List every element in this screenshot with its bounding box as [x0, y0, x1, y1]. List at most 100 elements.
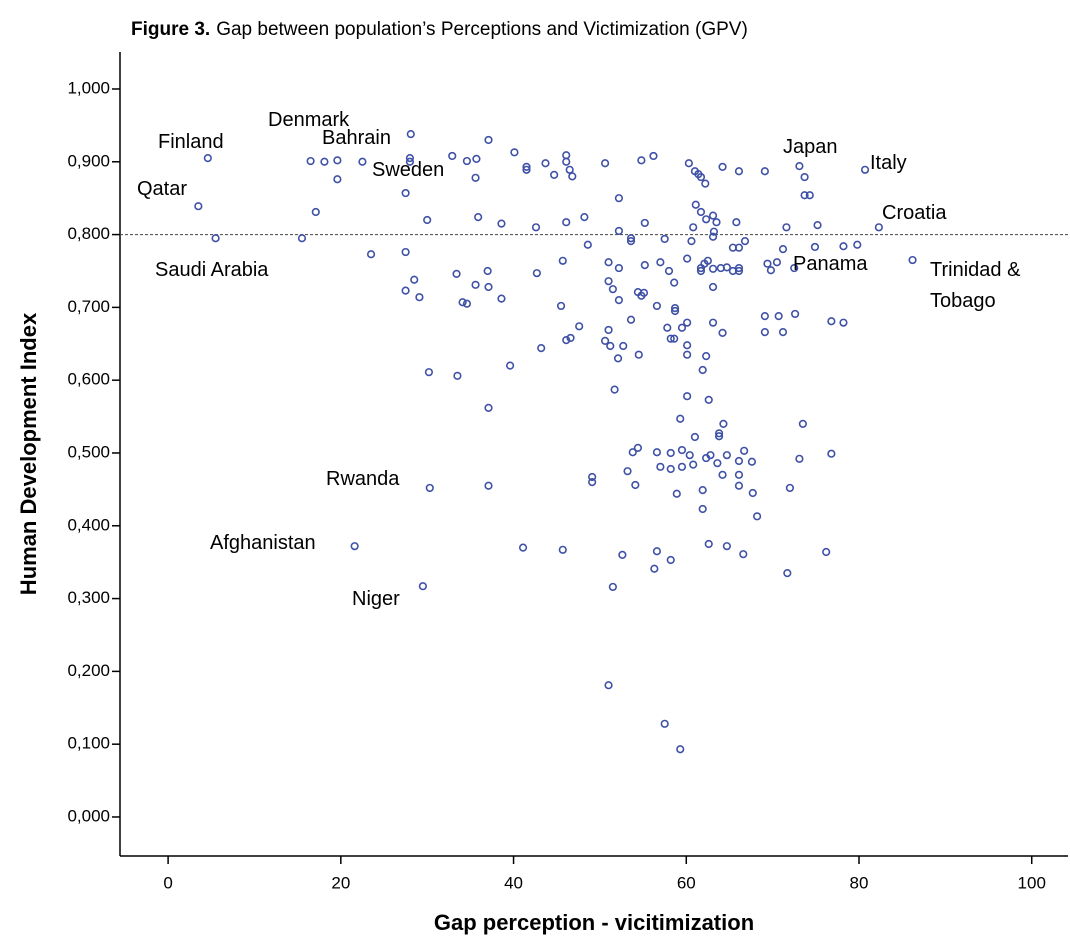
point [827, 317, 836, 326]
point [706, 451, 715, 460]
point [471, 280, 480, 289]
point [483, 266, 492, 276]
point [698, 486, 707, 495]
point [471, 173, 480, 182]
point [484, 481, 493, 490]
point [782, 223, 791, 232]
point [666, 334, 675, 343]
point [660, 719, 669, 728]
point [562, 157, 571, 166]
point [708, 211, 718, 220]
figure-label: Figure 3. [131, 19, 210, 40]
point [822, 547, 831, 557]
point [580, 213, 589, 222]
point [484, 282, 493, 292]
point [566, 333, 575, 343]
point [798, 419, 807, 428]
point [827, 449, 836, 458]
point [689, 460, 698, 469]
point [633, 443, 643, 452]
point [795, 162, 804, 171]
point [474, 213, 483, 222]
point [752, 512, 762, 521]
x-tick-label: 0 [163, 873, 172, 892]
point [424, 368, 434, 377]
point [708, 282, 718, 292]
point [734, 243, 744, 252]
point [652, 301, 662, 311]
point [631, 480, 640, 490]
point [366, 250, 376, 259]
point [722, 263, 731, 272]
point [785, 483, 795, 493]
y-tick-label: 0,300 [67, 588, 110, 607]
point [497, 219, 506, 228]
point [703, 256, 712, 265]
annotation: Italy [870, 152, 907, 174]
y-tick-label: 0,200 [67, 661, 110, 680]
point [558, 256, 567, 265]
point [656, 258, 665, 267]
point [604, 277, 613, 286]
point [712, 218, 721, 227]
point [684, 159, 693, 168]
annotation: Saudi Arabia [155, 259, 269, 281]
point [623, 467, 632, 476]
point [556, 301, 566, 311]
point [448, 151, 457, 161]
point [401, 247, 410, 257]
chart-title: Gap between population’s Perceptions and… [216, 19, 748, 40]
point [562, 151, 571, 160]
point [660, 234, 669, 244]
annotation: Qatar [137, 178, 188, 200]
point [333, 156, 342, 165]
y-tick-label: 0,400 [67, 515, 110, 534]
y-tick-label: 0,000 [67, 806, 110, 825]
point [708, 318, 718, 327]
point [418, 582, 427, 591]
point [401, 188, 410, 198]
point [604, 681, 613, 690]
point [795, 454, 804, 463]
point [497, 294, 506, 303]
point [484, 403, 493, 412]
point [683, 392, 692, 401]
point [734, 266, 744, 276]
point [676, 414, 685, 423]
point [698, 504, 707, 514]
point [748, 488, 757, 498]
point [683, 350, 692, 359]
point [790, 263, 799, 273]
point [663, 323, 672, 332]
point [562, 336, 571, 345]
point [696, 207, 706, 217]
point [760, 312, 769, 321]
point [608, 582, 617, 592]
point [610, 385, 619, 394]
point [568, 172, 577, 181]
point [704, 539, 713, 549]
point [810, 242, 820, 252]
point [704, 395, 713, 404]
annotation: Panama [793, 253, 868, 275]
point [839, 318, 848, 327]
point [415, 293, 424, 302]
point [405, 157, 415, 166]
point [423, 215, 432, 225]
point [718, 328, 727, 337]
point [687, 237, 696, 246]
point [640, 218, 649, 228]
point [358, 157, 367, 166]
point [522, 165, 531, 174]
point [676, 745, 685, 754]
point [588, 472, 597, 482]
point [713, 459, 722, 468]
point [677, 323, 687, 332]
point [740, 446, 749, 455]
point [734, 263, 744, 273]
point [677, 445, 687, 455]
y-tick-label: 0,900 [67, 151, 110, 170]
annotation: Rwanda [326, 468, 400, 490]
point [691, 200, 700, 209]
point [297, 234, 307, 243]
